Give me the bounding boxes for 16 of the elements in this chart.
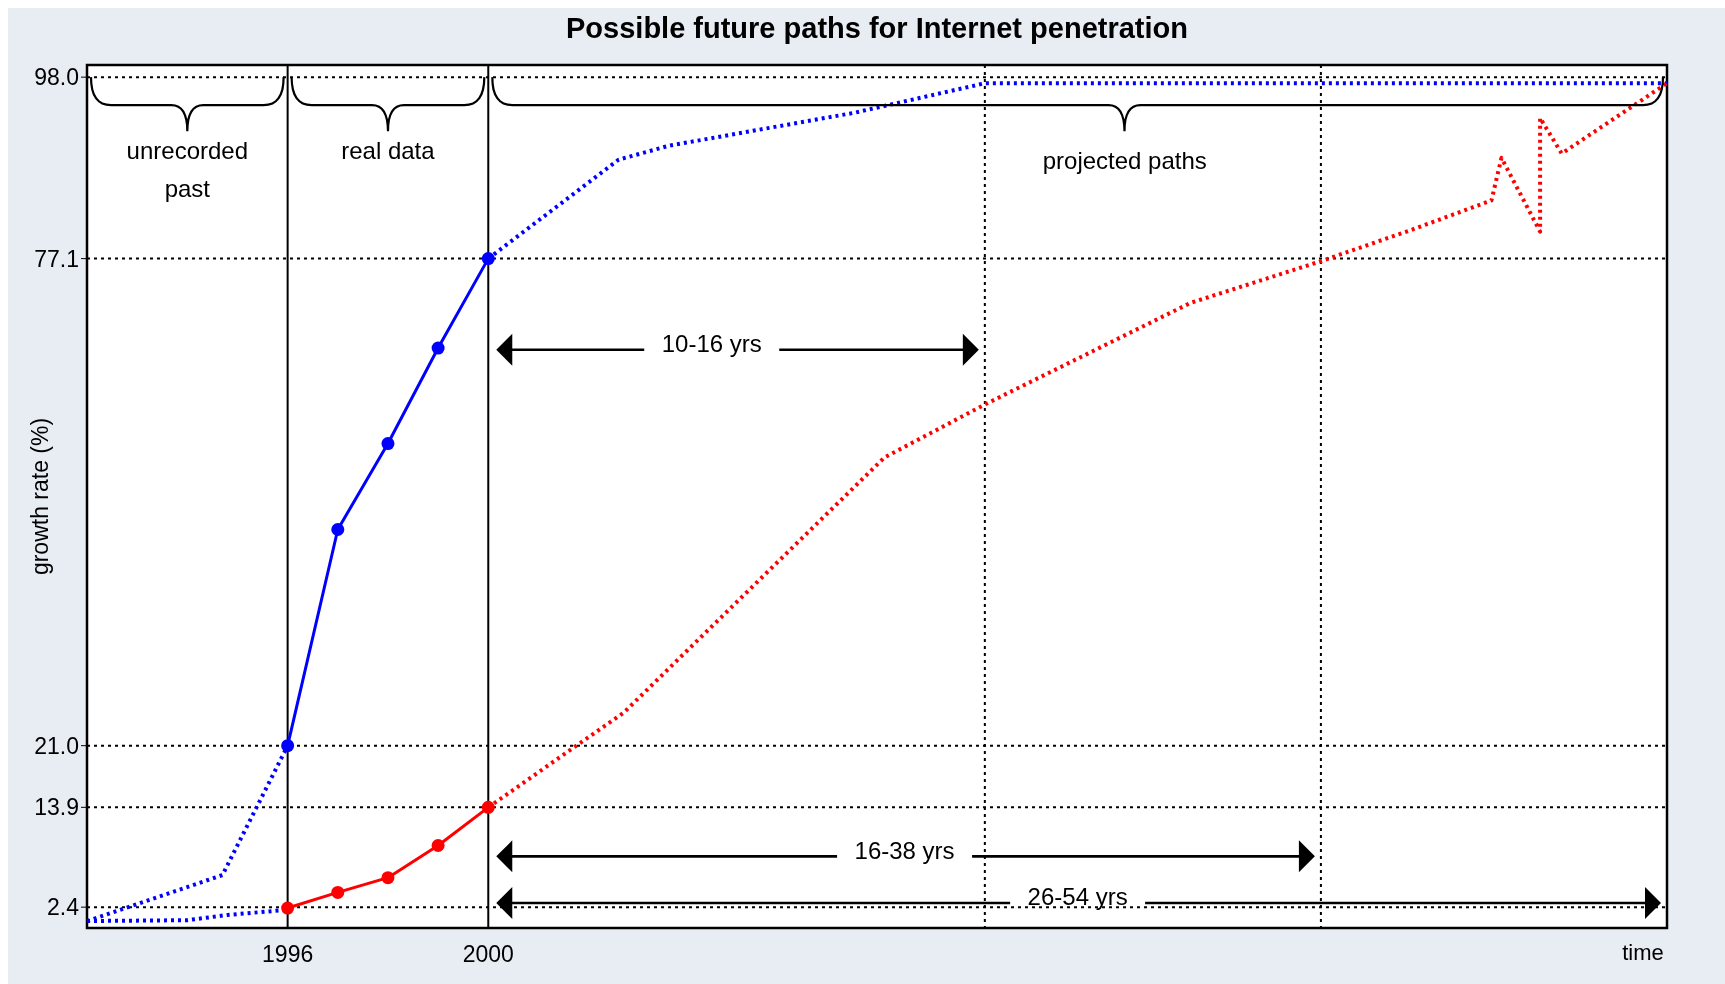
x-tick-label: 1996 (262, 941, 314, 967)
y-tick-label: 98.0 (34, 64, 79, 91)
annotation: unrecorded past (126, 137, 249, 203)
y-tick-label: 2.4 (47, 894, 80, 921)
y-tick-label: 13.9 (34, 794, 79, 821)
annotation: 16-38 yrs (854, 836, 955, 864)
chart-title: Possible future paths for Internet penetration (566, 12, 1188, 44)
annotation: 26-54 yrs (1027, 883, 1128, 911)
y-axis-title: growth rate (%) (27, 417, 53, 576)
y-tick-label: 21.0 (34, 732, 79, 759)
x-tick-label: 2000 (462, 941, 514, 967)
annotation: 10-16 yrs (661, 330, 762, 358)
x-axis-title: time (1622, 940, 1664, 965)
annotation: projected paths (1042, 147, 1207, 175)
y-tick-label: 77.1 (34, 245, 79, 272)
annotation: real data (341, 137, 436, 165)
